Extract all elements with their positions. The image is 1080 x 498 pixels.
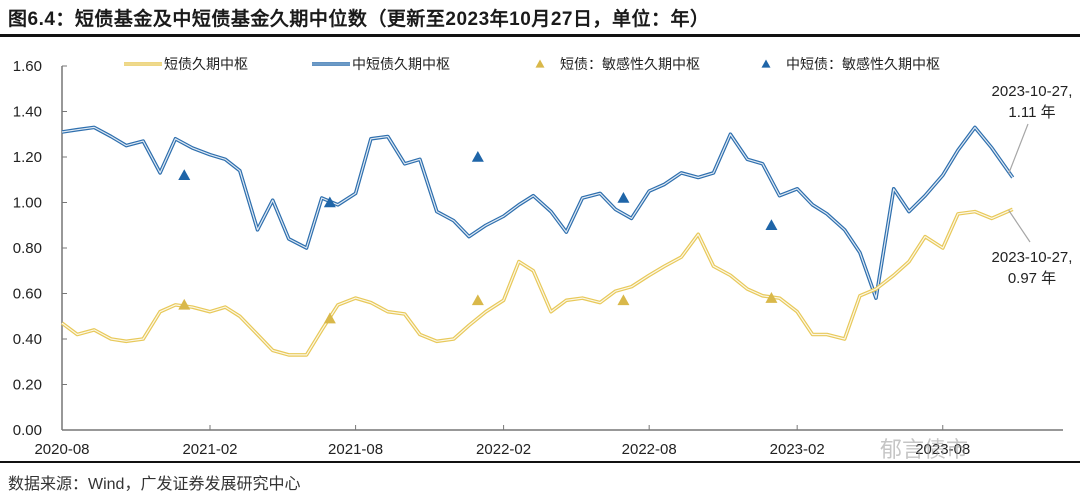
legend-label: 短债：敏感性久期中枢 xyxy=(560,56,700,73)
short-sensitivity-marker xyxy=(471,294,484,306)
data-source: 数据来源：Wind，广发证券发展研究中心 xyxy=(8,476,301,493)
short-sensitivity-marker xyxy=(178,298,191,310)
legend-label: 中短债久期中枢 xyxy=(352,57,450,73)
legend-item: 短债久期中枢 xyxy=(124,57,248,73)
mid-short-sensitivity-marker xyxy=(323,196,336,208)
y-tick-label: 1.20 xyxy=(13,149,42,166)
x-tick-label: 2021-02 xyxy=(182,441,237,458)
mid-short-duration-line xyxy=(61,125,1015,300)
legend-item: 中短债：敏感性久期中枢 xyxy=(761,56,940,73)
mid-short-sensitivity-marker xyxy=(178,169,191,180)
legend-triangle-icon xyxy=(761,59,771,68)
chart-annotations: 2023-10-27, 1.11 年 2023-10-27, 0.97 年 xyxy=(992,83,1073,287)
legend-item: 中短债久期中枢 xyxy=(312,57,450,73)
series-layer xyxy=(60,125,1015,357)
x-tick-label: 2021-08 xyxy=(328,441,383,458)
x-tick-label: 2023-08 xyxy=(915,441,970,458)
x-tick-label: 2023-02 xyxy=(770,441,825,458)
line-chart: 0.00 0.20 0.40 0.60 0.80 1.00 1.20 1.40 1.60 202… xyxy=(13,56,1073,458)
y-tick-label: 1.40 xyxy=(13,104,42,121)
annotation-mid-short-date: 2023-10-27, xyxy=(992,83,1073,100)
mid-short-sensitivity-marker xyxy=(765,219,778,231)
y-tick-label: 0.20 xyxy=(13,377,42,394)
x-axis: 2020-08 2021-02 2021-08 2022-02 2022-08 2023-… xyxy=(34,425,1063,458)
y-tick-label: 0.40 xyxy=(13,331,42,348)
y-tick-label: 0.80 xyxy=(13,240,42,257)
y-axis: 0.00 0.20 0.40 0.60 0.80 1.00 1.20 1.40 1.60 xyxy=(13,58,67,439)
title-divider xyxy=(0,34,1080,37)
legend-triangle-icon xyxy=(535,59,545,68)
short-sensitivity-marker xyxy=(765,292,778,303)
y-tick-label: 0.00 xyxy=(13,422,42,439)
bottom-divider xyxy=(0,461,1080,463)
annotation-short-date: 2023-10-27, xyxy=(992,249,1073,266)
x-tick-label: 2022-02 xyxy=(476,441,531,458)
y-tick-label: 0.60 xyxy=(13,286,42,303)
short-duration-line xyxy=(60,207,1014,357)
watermark: 郁言债市 xyxy=(880,437,969,462)
short-sensitivity-marker xyxy=(323,312,336,324)
y-tick-label: 1.60 xyxy=(13,58,42,75)
annotation-mid-short-value: 1.11 年 xyxy=(1008,104,1055,121)
mid-short-sensitivity-marker xyxy=(617,191,630,203)
x-tick-label: 2022-08 xyxy=(622,441,677,458)
legend-item: 短债：敏感性久期中枢 xyxy=(535,56,700,73)
chart-legend: 短债久期中枢 中短债久期中枢 短债：敏感性久期中枢 中短债：敏感性久期中枢 xyxy=(124,56,940,73)
legend-label: 短债久期中枢 xyxy=(164,57,248,73)
annotation-short-value: 0.97 年 xyxy=(1008,270,1056,287)
chart-title: 图6.4：短债基金及中短债基金久期中位数（更新至2023年10月27日，单位：年… xyxy=(8,9,710,30)
mid-short-sensitivity-marker xyxy=(471,151,484,162)
short-sensitivity-marker xyxy=(617,294,630,306)
markers-layer xyxy=(178,151,778,324)
x-tick-label: 2020-08 xyxy=(34,441,89,458)
legend-label: 中短债：敏感性久期中枢 xyxy=(786,56,940,73)
y-tick-label: 1.00 xyxy=(13,195,42,212)
